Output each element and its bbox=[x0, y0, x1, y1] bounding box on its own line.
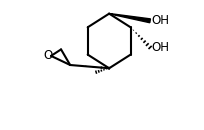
Polygon shape bbox=[109, 14, 150, 23]
Text: O: O bbox=[43, 49, 53, 62]
Text: OH: OH bbox=[151, 14, 169, 27]
Text: OH: OH bbox=[151, 41, 169, 54]
